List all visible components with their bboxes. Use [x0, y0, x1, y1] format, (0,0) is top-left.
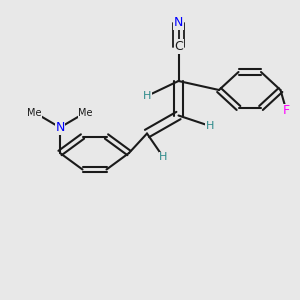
Text: H: H — [206, 121, 214, 131]
Text: Me: Me — [78, 107, 93, 118]
Text: H: H — [143, 91, 151, 101]
Text: Me: Me — [27, 107, 42, 118]
Text: N: N — [55, 121, 65, 134]
Text: C: C — [174, 40, 183, 53]
Text: N: N — [174, 16, 183, 29]
Text: F: F — [283, 104, 290, 118]
Text: H: H — [159, 152, 168, 163]
